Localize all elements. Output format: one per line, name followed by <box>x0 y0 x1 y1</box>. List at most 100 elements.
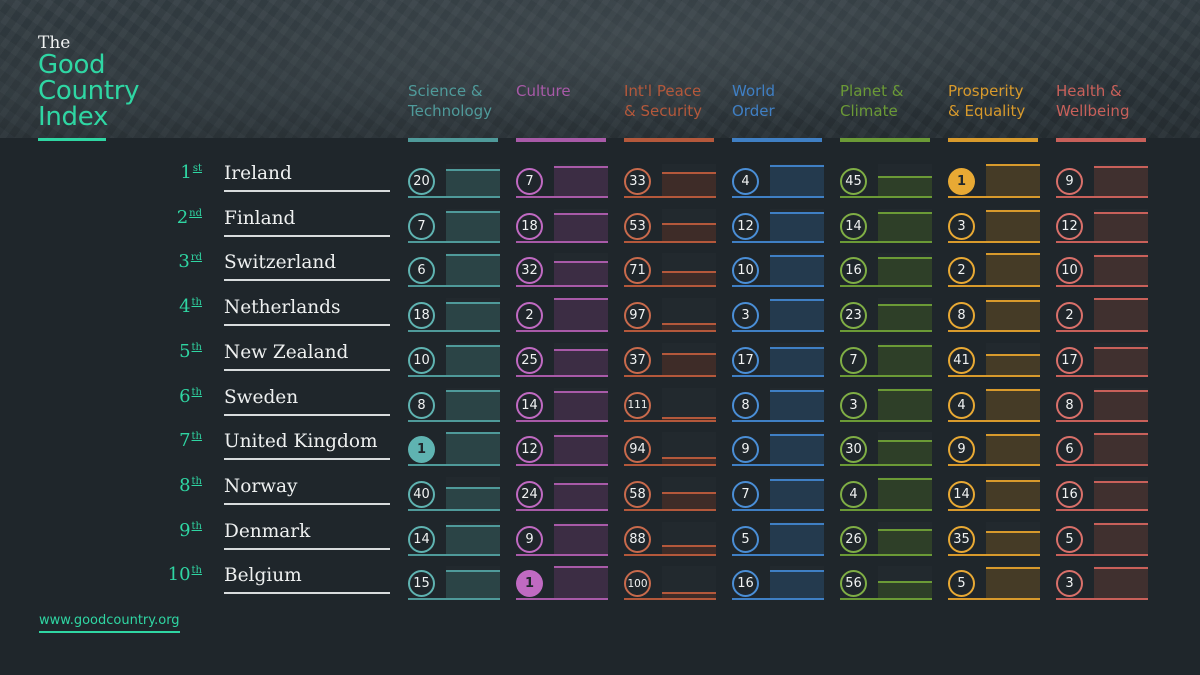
score-cell: 71 <box>624 253 716 288</box>
rank-number: 8 <box>179 474 191 496</box>
score-baseline <box>408 285 500 288</box>
score-baseline <box>624 598 716 601</box>
score-cell: 56 <box>840 566 932 601</box>
rank-suffix: th <box>191 297 202 309</box>
score-bar-fill <box>554 166 608 197</box>
score-rank-badge: 4 <box>948 391 975 419</box>
rank-number: 10 <box>167 564 191 586</box>
score-baseline <box>624 464 716 467</box>
category-color-bar <box>840 138 930 142</box>
score-bar-fill <box>554 566 608 600</box>
score-baseline <box>1056 285 1148 288</box>
score-cell: 9 <box>1056 164 1148 198</box>
score-bar-fill <box>1094 522 1148 555</box>
rank-suffix: st <box>192 163 202 174</box>
rank-label: 4th <box>150 296 202 317</box>
category-label-line1: Prosperity <box>948 82 1024 100</box>
country-name: United Kingdom <box>224 431 390 461</box>
score-cell: 18 <box>516 208 608 243</box>
score-cell: 35 <box>948 521 1040 556</box>
rank-number: 9 <box>179 519 191 541</box>
score-bar-fill <box>878 257 932 287</box>
score-bar-fill <box>446 486 500 510</box>
score-baseline <box>1056 330 1148 333</box>
score-rank-badge: 94 <box>624 436 651 464</box>
score-rank-badge: 2 <box>948 257 975 285</box>
score-cell: 2 <box>1056 298 1148 333</box>
score-cell: 25 <box>516 342 608 377</box>
score-cell: 9 <box>732 432 824 467</box>
score-baseline <box>408 196 500 198</box>
score-bar-fill <box>662 491 716 510</box>
score-cell: 10 <box>1056 253 1148 288</box>
score-cell: 53 <box>624 208 716 243</box>
score-baseline <box>624 330 716 333</box>
score-cell: 3 <box>840 387 932 422</box>
category-label-line1: Int'l Peace <box>624 82 702 100</box>
score-cell: 30 <box>840 432 932 467</box>
score-rank-badge: 1 <box>516 570 543 598</box>
rank-suffix: nd <box>189 207 202 219</box>
category-header-6: Health & Wellbeing <box>1056 81 1148 121</box>
category-label-line1: World <box>732 82 775 100</box>
score-baseline <box>624 196 716 198</box>
rank-suffix: th <box>191 386 202 398</box>
score-bar-fill <box>770 570 824 600</box>
score-bar-fill <box>662 222 716 242</box>
score-bar-fill <box>878 344 932 376</box>
rank-number: 6 <box>179 385 191 407</box>
score-baseline <box>840 374 932 377</box>
score-baseline <box>948 508 1040 511</box>
score-rank-badge: 3 <box>948 212 975 240</box>
category-label-line2: Wellbeing <box>1056 102 1130 120</box>
category-color-bar <box>948 138 1038 142</box>
score-baseline <box>408 464 500 467</box>
score-bar-fill <box>1094 255 1148 287</box>
score-bar-fill <box>770 478 824 510</box>
score-rank-badge: 16 <box>840 257 867 285</box>
score-rank-badge: 12 <box>516 436 543 464</box>
score-rank-badge: 6 <box>408 257 435 285</box>
score-bar-fill <box>986 479 1040 510</box>
score-rank-badge: 111 <box>624 391 651 419</box>
score-rank-badge: 53 <box>624 212 651 240</box>
score-cell: 111 <box>624 387 716 422</box>
category-label-line1: Health & <box>1056 82 1122 100</box>
score-cell: 17 <box>1056 342 1148 377</box>
category-label-line1: Planet & <box>840 82 904 100</box>
score-cell: 5 <box>1056 521 1148 556</box>
score-baseline <box>840 598 932 601</box>
score-bar-fill <box>554 212 608 242</box>
score-baseline <box>948 419 1040 422</box>
score-bar-fill <box>446 524 500 555</box>
score-rank-badge: 58 <box>624 480 651 508</box>
score-rank-badge: 4 <box>840 480 867 508</box>
score-bar-fill <box>662 592 716 600</box>
score-bar-fill <box>878 176 932 197</box>
website-link[interactable]: www.goodcountry.org <box>39 613 180 633</box>
score-rank-badge: 12 <box>1056 212 1083 240</box>
score-baseline <box>516 508 608 511</box>
rank-label: 9th <box>150 520 202 541</box>
score-rank-badge: 3 <box>840 391 867 419</box>
score-baseline <box>516 419 608 422</box>
score-bar-fill <box>986 353 1040 376</box>
score-rank-badge: 9 <box>516 525 543 553</box>
score-cell: 8 <box>732 387 824 422</box>
score-bar-fill <box>662 271 716 287</box>
score-baseline <box>948 553 1040 556</box>
category-header-5: Prosperity & Equality <box>948 81 1040 121</box>
category-label-line2: & Equality <box>948 102 1026 120</box>
score-baseline <box>408 598 500 601</box>
score-cell: 4 <box>732 164 824 198</box>
score-bar-fill <box>446 169 500 197</box>
country-name: Sweden <box>224 387 390 416</box>
score-cell: 12 <box>732 208 824 243</box>
score-cell: 10 <box>408 342 500 377</box>
rank-label: 7th <box>150 430 202 451</box>
score-bar-fill <box>446 344 500 376</box>
score-baseline <box>948 464 1040 467</box>
score-rank-badge: 26 <box>840 525 867 553</box>
score-bar-fill <box>1094 389 1148 421</box>
score-cell: 41 <box>948 342 1040 377</box>
